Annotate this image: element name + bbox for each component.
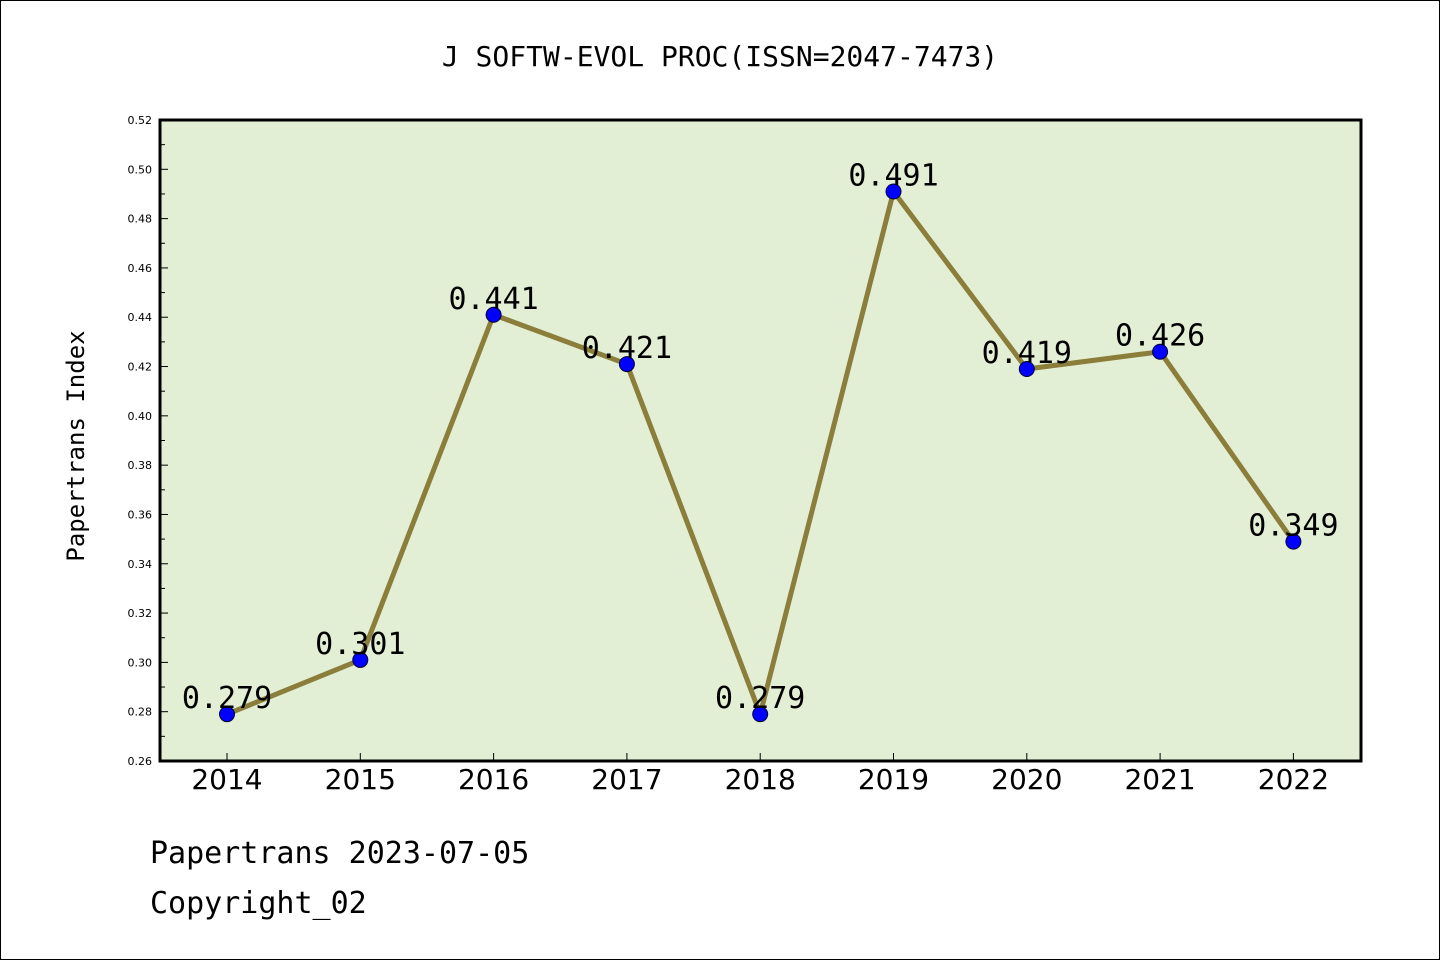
x-axis: 2014 2015 2016 2017 2018 2019 2020 2021 2022 <box>191 753 1329 796</box>
y-axis-label: Papertrans Index <box>62 330 90 561</box>
data-point <box>352 651 369 668</box>
y-tick-label: 0.36 <box>128 508 153 521</box>
data-point <box>1018 361 1035 378</box>
x-tick-label: 2016 <box>458 763 529 796</box>
footer-copyright: Copyright_02 <box>150 886 367 921</box>
y-axis: 0.26 0.28 0.30 0.32 0.34 0.36 0.38 0.40 0.42 0.44… <box>128 114 168 768</box>
chart-title: J SOFTW-EVOL PROC(ISSN=2047-7473) <box>442 40 998 73</box>
y-tick-label: 0.44 <box>128 311 153 324</box>
x-tick-label: 2021 <box>1124 763 1195 796</box>
y-tick-label: 0.48 <box>128 213 153 226</box>
footer-date: Papertrans 2023-07-05 <box>150 836 530 871</box>
plot-area <box>158 118 1363 763</box>
data-point <box>219 706 235 723</box>
y-tick-label: 0.50 <box>128 163 153 176</box>
data-point <box>885 183 902 200</box>
x-tick-label: 2020 <box>991 763 1062 796</box>
data-point <box>752 706 769 723</box>
y-tick-label: 0.42 <box>128 361 153 374</box>
y-tick-label: 0.40 <box>128 410 153 423</box>
y-tick-label: 0.28 <box>128 706 153 719</box>
data-label: 0.441 <box>448 282 538 317</box>
data-label: 0.491 <box>848 158 938 193</box>
x-tick-label: 2014 <box>191 763 262 796</box>
y-tick-label: 0.46 <box>128 262 153 275</box>
y-tick-label: 0.30 <box>128 656 153 669</box>
data-label: 0.279 <box>715 681 805 716</box>
x-tick-label: 2017 <box>591 763 662 796</box>
x-tick-label: 2022 <box>1258 763 1329 796</box>
data-label: 0.426 <box>1115 319 1205 354</box>
data-label: 0.279 <box>182 681 272 716</box>
data-label: 0.349 <box>1248 509 1338 544</box>
data-point <box>1152 343 1169 360</box>
data-point <box>1285 533 1302 550</box>
data-label: 0.421 <box>582 331 672 366</box>
y-tick-label: 0.52 <box>128 114 153 127</box>
series: 0.279 0.301 0.441 0.421 0.279 0.491 0.419 0.426… <box>182 158 1339 723</box>
data-label: 0.419 <box>982 336 1072 371</box>
y-tick-label: 0.34 <box>128 558 153 571</box>
data-point <box>485 306 502 323</box>
y-tick-label: 0.38 <box>128 459 153 472</box>
y-tick-label: 0.26 <box>128 755 153 768</box>
x-tick-label: 2015 <box>325 763 396 796</box>
x-tick-label: 2018 <box>725 763 796 796</box>
y-tick-label: 0.32 <box>128 607 153 620</box>
data-point <box>618 356 635 373</box>
x-tick-label: 2019 <box>858 763 929 796</box>
data-label: 0.301 <box>315 627 405 662</box>
